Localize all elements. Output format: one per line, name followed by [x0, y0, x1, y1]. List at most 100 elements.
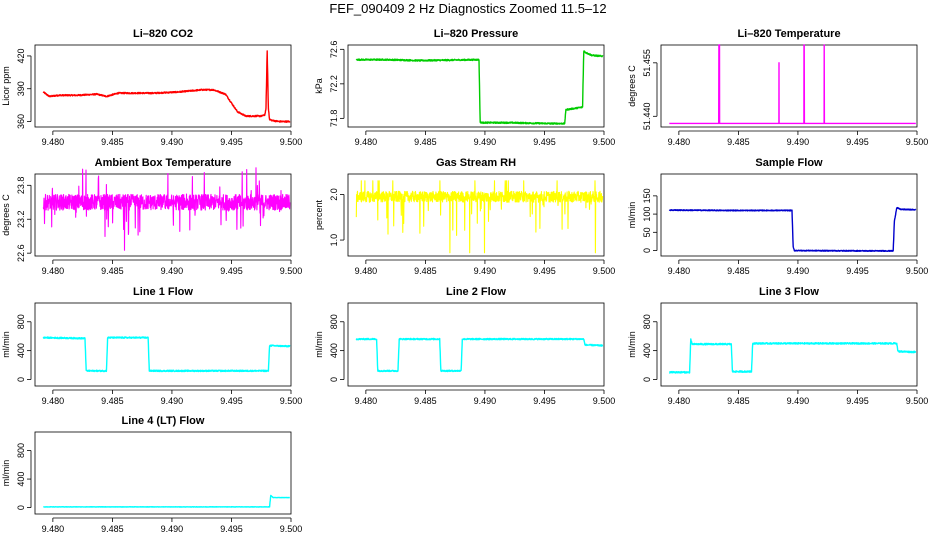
- panel-title: Li–820 Temperature: [737, 28, 840, 40]
- y-tick-label: 360: [16, 114, 26, 129]
- y-tick-label: 51.455: [642, 49, 652, 77]
- plot-frame: [34, 44, 292, 128]
- plot-frame: [34, 302, 292, 387]
- series-line-1: [42, 336, 291, 373]
- x-tick-label: 9.480: [42, 137, 65, 147]
- plot-frame: [34, 173, 292, 257]
- x-tick-label: 9.500: [593, 396, 616, 406]
- y-tick-label: 2.0: [329, 188, 339, 201]
- x-tick-label: 9.495: [846, 137, 869, 147]
- series-line-1: [42, 50, 291, 123]
- plot-frame: [660, 44, 918, 128]
- panel-title: Li–820 CO2: [133, 28, 193, 40]
- x-tick-label: 9.480: [42, 524, 65, 534]
- y-axis-label: Licor ppm: [1, 66, 11, 106]
- x-tick-label: 9.500: [280, 396, 303, 406]
- chart-panel-9: Line 3 Flow 9.480 9.485 9.490 9.495 9.500 0 400…: [627, 286, 928, 406]
- x-tick-label: 9.495: [846, 266, 869, 276]
- y-tick-label: 50: [642, 227, 652, 237]
- y-tick-label: 72.6: [329, 41, 339, 59]
- chart-panel-6: Sample Flow 9.480 9.485 9.490 9.495 9.500 0 50 1…: [627, 157, 928, 276]
- x-tick-label: 9.485: [727, 396, 750, 406]
- y-tick-label: 0: [642, 377, 652, 382]
- y-tick-label: 71.8: [329, 110, 339, 128]
- chart-panel-1: Li–820 CO2 9.480 9.485 9.490 9.495 9.500 360 39…: [1, 28, 302, 147]
- plot-frame: [660, 302, 918, 387]
- y-axis-label: ml/min: [627, 331, 637, 358]
- plot-frame: [347, 173, 605, 257]
- x-tick-label: 9.490: [161, 524, 184, 534]
- y-tick-label: 0: [329, 377, 339, 382]
- x-tick-label: 9.480: [668, 137, 691, 147]
- x-tick-label: 9.490: [474, 266, 497, 276]
- x-tick-label: 9.495: [220, 137, 243, 147]
- y-tick-label: 400: [642, 343, 652, 358]
- x-tick-label: 9.485: [727, 266, 750, 276]
- panel-title: Sample Flow: [755, 157, 823, 169]
- x-tick-label: 9.495: [533, 137, 556, 147]
- x-tick-label: 9.495: [846, 396, 869, 406]
- y-tick-label: 51.440: [642, 103, 652, 131]
- x-tick-label: 9.480: [355, 266, 378, 276]
- x-tick-label: 9.490: [787, 266, 810, 276]
- x-tick-label: 9.500: [280, 524, 303, 534]
- panel-title: Line 1 Flow: [133, 286, 193, 298]
- y-tick-label: 0: [16, 377, 26, 382]
- x-tick-label: 9.490: [161, 137, 184, 147]
- y-axis-label: percent: [314, 199, 324, 230]
- y-axis-label: ml/min: [314, 331, 324, 358]
- x-tick-label: 9.485: [727, 137, 750, 147]
- series-line-1: [668, 206, 917, 252]
- x-tick-label: 9.500: [906, 396, 929, 406]
- x-tick-label: 9.490: [474, 396, 497, 406]
- plot-frame: [347, 44, 605, 128]
- y-tick-label: 800: [16, 443, 26, 458]
- panel-title: Ambient Box Temperature: [95, 157, 232, 169]
- x-tick-label: 9.500: [280, 266, 303, 276]
- y-tick-label: 0: [16, 505, 26, 510]
- x-tick-label: 9.495: [220, 524, 243, 534]
- series-line-1: [355, 180, 604, 254]
- x-tick-label: 9.495: [533, 266, 556, 276]
- y-axis-label: degrees C: [627, 65, 637, 107]
- plot-frame: [660, 173, 918, 257]
- x-tick-label: 9.480: [355, 137, 378, 147]
- x-tick-label: 9.500: [593, 137, 616, 147]
- chart-panel-4: Ambient Box Temperature 9.480 9.485 9.490 9.…: [1, 157, 302, 276]
- y-axis-label: ml/min: [1, 460, 11, 487]
- chart-panel-8: Line 2 Flow 9.480 9.485 9.490 9.495 9.500 0 400…: [314, 286, 615, 406]
- y-tick-label: 72.2: [329, 75, 339, 93]
- panel-title: Line 4 (LT) Flow: [122, 415, 205, 427]
- x-tick-label: 9.495: [220, 266, 243, 276]
- series-line-1: [355, 50, 604, 125]
- y-tick-label: 400: [329, 343, 339, 358]
- series-line-1: [668, 44, 917, 125]
- y-axis-label: degrees C: [1, 194, 11, 236]
- y-tick-label: 800: [329, 314, 339, 329]
- x-tick-label: 9.480: [355, 396, 378, 406]
- chart-panel-10: Line 4 (LT) Flow 9.480 9.485 9.490 9.495 9.50…: [1, 415, 302, 534]
- y-tick-label: 400: [16, 343, 26, 358]
- x-tick-label: 9.480: [42, 266, 65, 276]
- x-tick-label: 9.485: [101, 266, 124, 276]
- figure-title: FEF_090409 2 Hz Diagnostics Zoomed 11.5–…: [329, 1, 607, 16]
- chart-panel-3: Li–820 Temperature 9.480 9.485 9.490 9.495 9.…: [627, 28, 928, 147]
- x-tick-label: 9.500: [906, 266, 929, 276]
- x-tick-label: 9.490: [161, 396, 184, 406]
- y-tick-label: 420: [16, 48, 26, 63]
- x-tick-label: 9.485: [101, 396, 124, 406]
- x-tick-label: 9.485: [414, 396, 437, 406]
- panel-title: Gas Stream RH: [436, 157, 516, 169]
- x-tick-label: 9.490: [161, 266, 184, 276]
- y-tick-label: 150: [642, 188, 652, 203]
- y-tick-label: 800: [16, 314, 26, 329]
- y-tick-label: 23.8: [16, 177, 26, 195]
- x-tick-label: 9.480: [668, 266, 691, 276]
- plot-frame: [34, 431, 292, 515]
- x-tick-label: 9.495: [220, 396, 243, 406]
- y-tick-label: 390: [16, 81, 26, 96]
- x-tick-label: 9.485: [414, 266, 437, 276]
- x-tick-label: 9.490: [474, 137, 497, 147]
- y-tick-label: 400: [16, 472, 26, 487]
